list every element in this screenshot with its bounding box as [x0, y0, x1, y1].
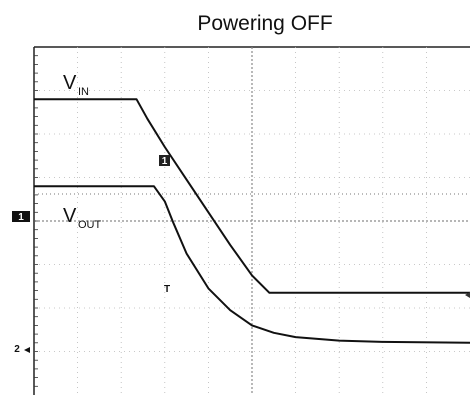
series-label-vout: V OUT [63, 205, 102, 231]
trace-1-tag-box [159, 155, 170, 166]
chart-title: Powering OFF [197, 12, 332, 35]
vout-label-sub: OUT [78, 219, 102, 231]
series-group [34, 98, 470, 344]
ch2-ground-marker-label: 2 [14, 344, 20, 355]
vout-label-main: V [63, 205, 77, 227]
trigger-arrow-icon [465, 292, 470, 298]
trace-1-tag-label: 1 [162, 156, 168, 167]
series-label-vin: V IN [63, 72, 89, 98]
vin-label-main: V [63, 72, 77, 94]
ch2-ground-arrow-icon [24, 347, 30, 353]
trace-1-tag: 1 [159, 155, 170, 167]
series-line-vin [34, 98, 470, 294]
ch2-ground-marker: 2 [14, 344, 30, 355]
trace-2-tag-label: T [164, 284, 170, 295]
ch1-ground-marker-label: 1 [18, 212, 24, 223]
vin-label-sub: IN [78, 86, 89, 98]
trace-2-tag: T [164, 284, 170, 295]
series-line-vout [34, 185, 470, 344]
ch1-ground-badge [12, 211, 30, 222]
ch1-ground-marker: 1 [12, 211, 30, 223]
